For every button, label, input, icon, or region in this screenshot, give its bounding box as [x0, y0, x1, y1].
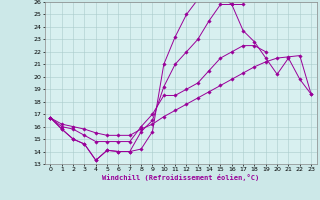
X-axis label: Windchill (Refroidissement éolien,°C): Windchill (Refroidissement éolien,°C) — [102, 174, 260, 181]
